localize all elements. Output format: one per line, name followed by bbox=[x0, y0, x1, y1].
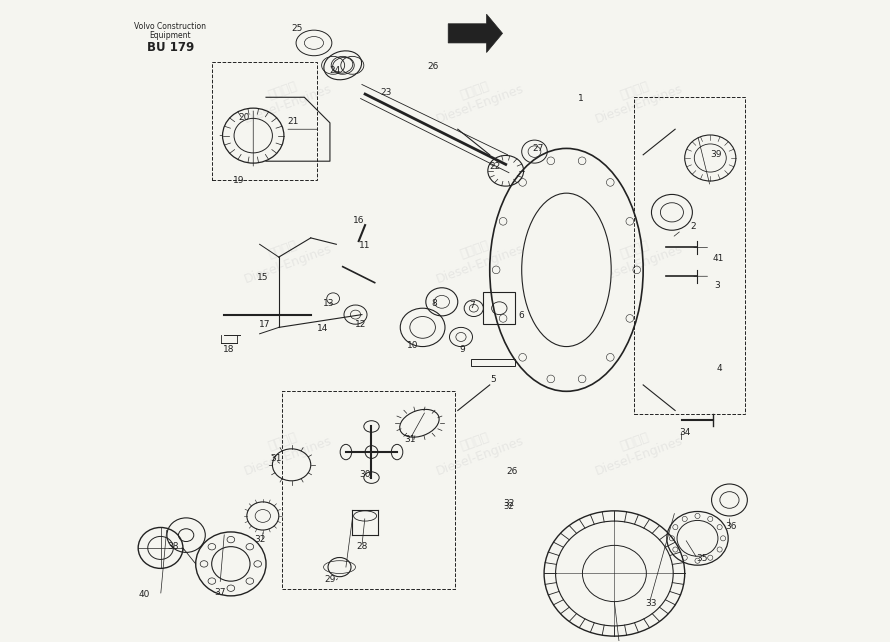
Text: 20: 20 bbox=[238, 113, 249, 122]
Text: 9: 9 bbox=[459, 345, 465, 354]
Text: 36: 36 bbox=[725, 523, 737, 532]
Text: 12: 12 bbox=[355, 320, 367, 329]
Polygon shape bbox=[449, 14, 503, 53]
Text: Equipment: Equipment bbox=[150, 31, 191, 40]
Text: 紫发动力
Diesel-Engines: 紫发动力 Diesel-Engines bbox=[588, 228, 685, 286]
Text: 23: 23 bbox=[381, 88, 392, 97]
Text: 3: 3 bbox=[714, 281, 719, 290]
Text: 14: 14 bbox=[317, 324, 328, 333]
Text: Volvo Construction: Volvo Construction bbox=[134, 22, 206, 31]
Text: 24: 24 bbox=[329, 66, 341, 75]
Text: 31: 31 bbox=[270, 454, 281, 463]
Ellipse shape bbox=[522, 193, 611, 347]
Text: 29: 29 bbox=[324, 575, 336, 584]
Text: 30: 30 bbox=[360, 470, 371, 479]
Text: 紫发动力
Diesel-Engines: 紫发动力 Diesel-Engines bbox=[237, 68, 334, 126]
Text: 紫发动力
Diesel-Engines: 紫发动力 Diesel-Engines bbox=[429, 228, 525, 286]
Text: 19: 19 bbox=[233, 176, 245, 185]
Text: 28: 28 bbox=[356, 541, 368, 550]
Text: 33: 33 bbox=[645, 599, 657, 608]
Text: 紫发动力
Diesel-Engines: 紫发动力 Diesel-Engines bbox=[429, 420, 525, 478]
Text: 32: 32 bbox=[503, 499, 514, 508]
Text: 11: 11 bbox=[360, 241, 371, 250]
Text: 紫发动力
Diesel-Engines: 紫发动力 Diesel-Engines bbox=[237, 228, 334, 286]
Text: 22: 22 bbox=[490, 162, 500, 171]
Text: 21: 21 bbox=[287, 117, 298, 126]
Text: 2: 2 bbox=[691, 222, 696, 231]
Text: 25: 25 bbox=[291, 24, 303, 33]
Text: 34: 34 bbox=[679, 428, 691, 437]
Text: 紫发动力
Diesel-Engines: 紫发动力 Diesel-Engines bbox=[588, 420, 685, 478]
Text: 7: 7 bbox=[469, 300, 474, 309]
Text: 39: 39 bbox=[710, 150, 722, 159]
Text: 40: 40 bbox=[139, 590, 150, 599]
Text: 16: 16 bbox=[353, 216, 365, 225]
Bar bbox=[212, 62, 317, 180]
Text: 41: 41 bbox=[713, 254, 724, 263]
Text: 27: 27 bbox=[532, 144, 544, 153]
Text: 紫发动力
Diesel-Engines: 紫发动力 Diesel-Engines bbox=[588, 68, 685, 126]
Text: 31: 31 bbox=[404, 435, 416, 444]
Text: 10: 10 bbox=[408, 341, 419, 350]
Text: 1: 1 bbox=[578, 94, 583, 103]
Text: 5: 5 bbox=[490, 376, 496, 385]
Text: 紫发动力
Diesel-Engines: 紫发动力 Diesel-Engines bbox=[237, 420, 334, 478]
Text: 紫发动力
Diesel-Engines: 紫发动力 Diesel-Engines bbox=[429, 68, 525, 126]
Text: 38: 38 bbox=[167, 541, 179, 550]
Text: BU 179: BU 179 bbox=[147, 41, 194, 54]
Text: 4: 4 bbox=[717, 365, 723, 374]
Text: 6: 6 bbox=[519, 311, 524, 320]
Text: 26: 26 bbox=[506, 467, 518, 476]
Bar bbox=[634, 98, 746, 413]
Text: 18: 18 bbox=[223, 345, 235, 354]
Text: 37: 37 bbox=[214, 588, 226, 597]
Bar bbox=[282, 392, 455, 589]
Text: 32: 32 bbox=[504, 502, 514, 511]
Text: 35: 35 bbox=[696, 554, 708, 563]
Text: 8: 8 bbox=[432, 299, 437, 308]
Text: 13: 13 bbox=[323, 299, 335, 308]
Text: 15: 15 bbox=[257, 273, 269, 282]
Text: 32: 32 bbox=[254, 535, 265, 544]
Text: 26: 26 bbox=[428, 62, 439, 71]
Text: 17: 17 bbox=[259, 320, 271, 329]
